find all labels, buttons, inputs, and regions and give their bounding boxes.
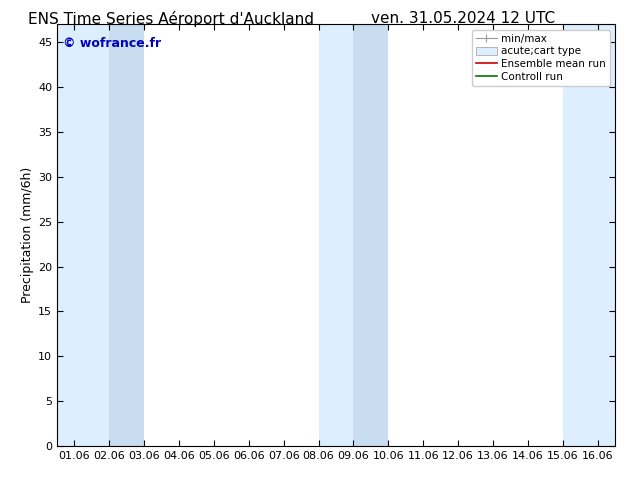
Bar	[110, 24, 145, 446]
Text: ven. 31.05.2024 12 UTC: ven. 31.05.2024 12 UTC	[371, 11, 555, 26]
Text: © wofrance.fr: © wofrance.fr	[63, 37, 161, 50]
Bar	[57, 24, 110, 446]
Legend: min/max, acute;cart type, Ensemble mean run, Controll run: min/max, acute;cart type, Ensemble mean …	[472, 30, 610, 86]
Bar	[354, 24, 388, 446]
Y-axis label: Precipitation (mm/6h): Precipitation (mm/6h)	[21, 167, 34, 303]
Text: ENS Time Series Aéroport d'Auckland: ENS Time Series Aéroport d'Auckland	[28, 11, 314, 27]
Bar	[319, 24, 354, 446]
Bar	[563, 24, 615, 446]
